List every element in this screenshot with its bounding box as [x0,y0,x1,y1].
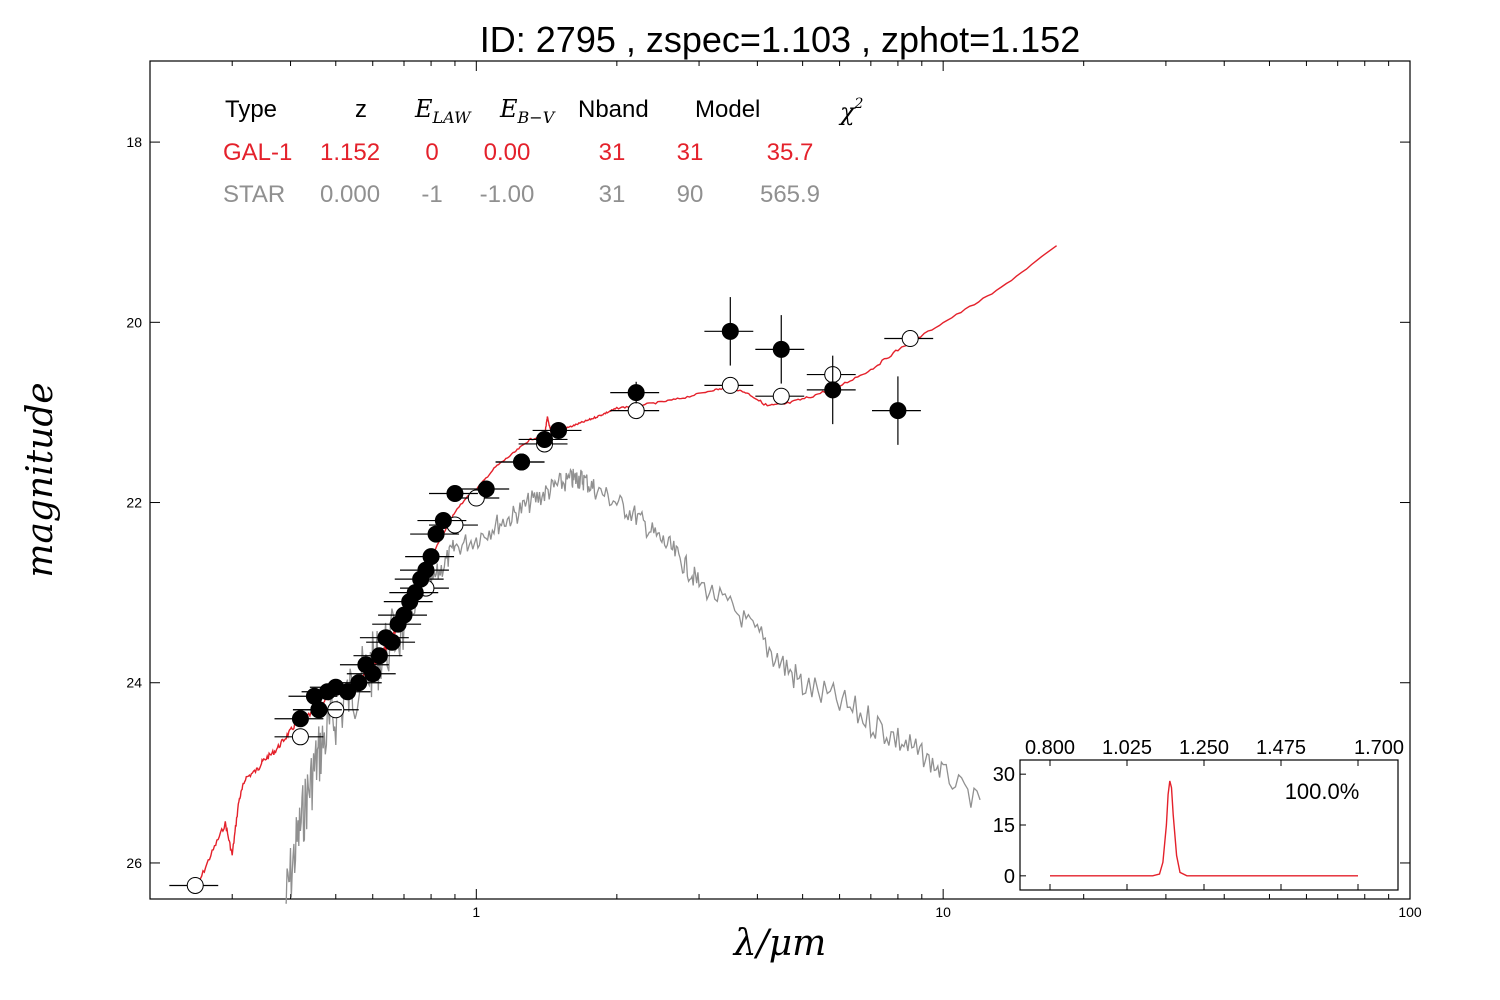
observed-point [550,421,568,439]
table-cell: 0 [425,139,438,166]
chart-title: ID: 2795 , zspec=1.103 , zphot=1.152 [480,19,1080,60]
observed-point [446,485,464,503]
table-cell: -1.00 [480,181,535,208]
model-point [772,387,790,405]
observed-point [339,683,357,701]
table-cell: 565.9 [760,181,820,208]
table-rows: GAL-1 1.152 0 0.00 31 31 35.7 STAR 0.000 -1 -1.00 3… [223,139,820,208]
redshift-pdf-inset: 0.800 1.025 1.250 1.475 1.700 0 15 30 100.0% [993,737,1404,891]
model-point [721,376,739,394]
table-cell: 1.152 [320,139,380,166]
observed-point [434,512,452,530]
table-header-chi2: χ2 [838,96,864,126]
model-point [901,330,919,348]
table-header-elaw-sub: LAW [432,108,473,127]
observed-point [422,548,440,566]
inset-pdf-curve [1050,780,1358,877]
inset-y-tick-label: 15 [993,815,1015,837]
observed-point [627,384,645,402]
model-point [627,402,645,420]
fit-table: Type z ELAW EB−V Nband Model χ2 GAL-1 1.1… [223,95,864,208]
observed-point [310,701,328,719]
table-header-ebv: EB−V [499,95,556,127]
observed-point [721,322,739,340]
table-cell: 90 [677,181,704,208]
observed-point [383,633,401,651]
inset-x-tick-label: 1.250 [1179,737,1229,759]
y-tick-label: 26 [126,855,142,871]
inset-x-tick-label: 1.025 [1102,737,1152,759]
observed-point [536,430,554,448]
observed-point [772,340,790,358]
observed-point [477,480,495,498]
x-tick-label: 100 [1398,904,1422,920]
x-tick-label: 10 [935,904,951,920]
spectrum-line [285,467,981,904]
y-tick-label: 24 [126,675,142,691]
observed-point [824,381,842,399]
table-cell: 31 [599,181,626,208]
table-header-type: Type [225,96,277,123]
table-header-nband: Nband [578,96,649,123]
observed-point [427,525,445,543]
inset-y-tick-label: 30 [993,764,1015,786]
inset-x-tick-label: 1.700 [1354,737,1404,759]
model-point [291,728,309,746]
y-tick-label: 18 [126,134,142,150]
inset-frame [1019,759,1399,891]
inset-x-tick-label: 1.475 [1256,737,1306,759]
inset-pdf-line [1050,780,1358,877]
observed-point [364,665,382,683]
inset-percentage: 100.0% [1285,779,1360,804]
table-cell: -1 [421,181,442,208]
table-header-chi2-sup: 2 [854,96,864,112]
inset-ticks: 0.800 1.025 1.250 1.475 1.700 0 15 30 [993,737,1404,890]
star-spectrum [285,467,981,904]
spectrum-line [194,245,1058,892]
table-cell: STAR [223,181,285,208]
table-cell: 31 [677,139,704,166]
model-points [169,330,934,894]
table-cell: 0.00 [484,139,531,166]
observed-point [889,402,907,420]
x-axis-label: λ/μm [732,923,826,964]
y-tick-label: 22 [126,495,142,511]
table-header-ebv-sub: B−V [517,108,556,127]
table-cell: 35.7 [767,139,814,166]
observed-points [274,297,921,728]
table-header-z: z [355,96,367,123]
x-tick-label: 1 [472,904,480,920]
observed-point [370,647,388,665]
observed-point [291,710,309,728]
observed-point [350,674,368,692]
table-cell: GAL-1 [223,139,292,166]
observed-point [513,453,531,471]
model-point [186,876,204,894]
plot-frame [149,60,1411,900]
table-header-model: Model [695,96,760,123]
table-cell: 0.000 [320,181,380,208]
table-header-elaw: ELAW [414,95,472,127]
inset-x-tick-label: 0.800 [1025,737,1075,759]
y-axis-label: magnitude [20,382,61,577]
inset-y-tick-label: 0 [1004,866,1015,888]
table-cell: 31 [599,139,626,166]
y-tick-label: 20 [126,314,142,330]
galaxy-spectrum [194,245,1058,892]
